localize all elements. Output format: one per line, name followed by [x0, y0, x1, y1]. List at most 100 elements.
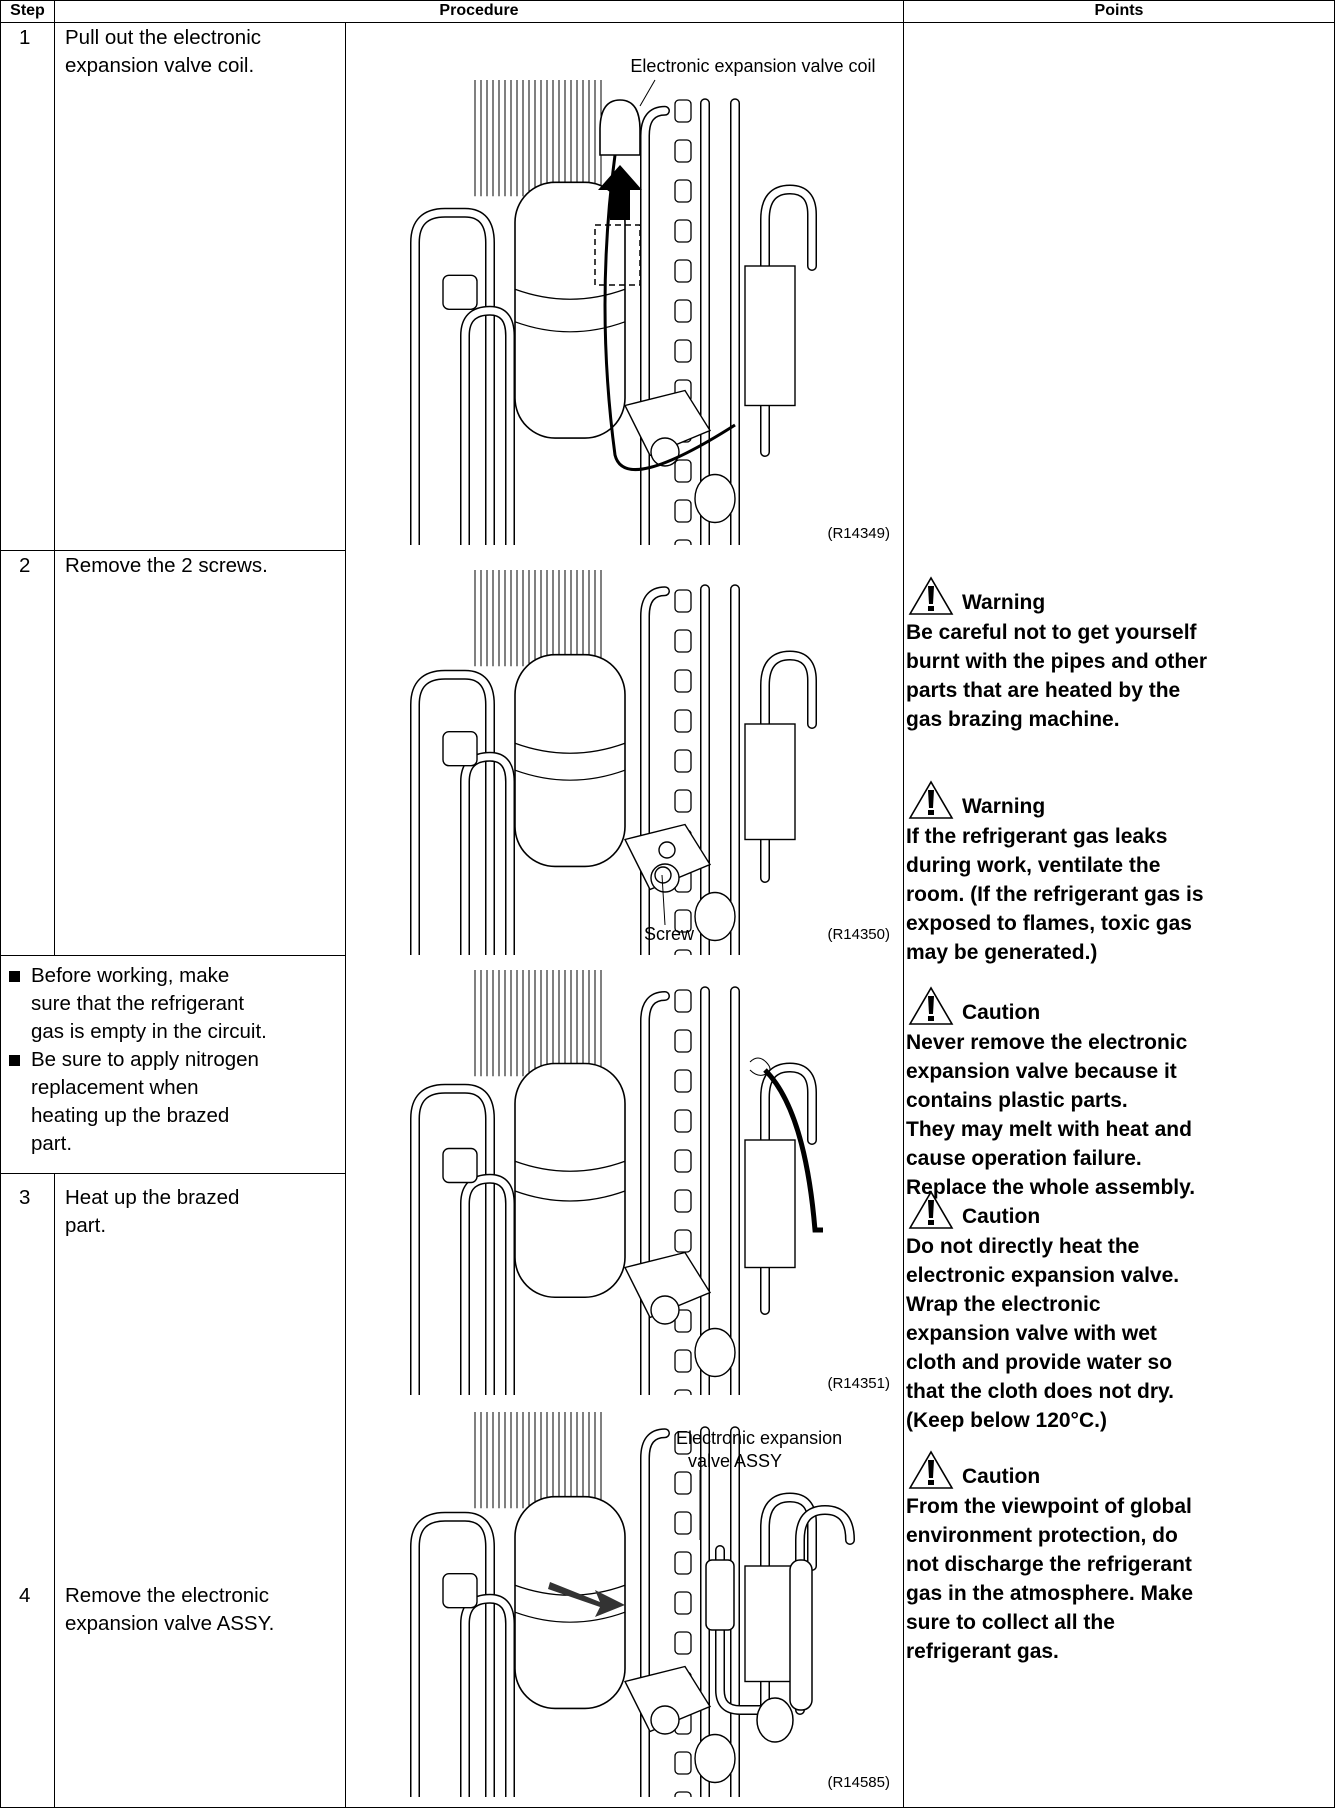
- point-text: not discharge the refrigerant: [906, 1553, 1192, 1576]
- insulation: [744, 723, 796, 841]
- figure-code: (R14351): [827, 1375, 890, 1392]
- pipe: [461, 1595, 514, 1797]
- fitting: [674, 139, 692, 163]
- fitting: [674, 1149, 692, 1173]
- warning-icon: [908, 1190, 954, 1229]
- point-label: Warning: [962, 591, 1046, 614]
- fitting: [674, 1551, 692, 1575]
- point-text: parts that are heated by the: [906, 679, 1181, 702]
- warning-icon-mark: [928, 790, 934, 815]
- compressor: [514, 1495, 626, 1710]
- step-text: Remove the electronic: [65, 1584, 269, 1607]
- figure-label: Electronic expansion valve coil: [630, 56, 875, 76]
- point-text: (Keep below 120°C.): [906, 1409, 1107, 1432]
- compressor-line: [514, 1160, 626, 1202]
- pipe: [641, 992, 669, 1395]
- pipe: [411, 209, 494, 545]
- point-text: Replace the whole assembly.: [906, 1176, 1196, 1199]
- pipe: [410, 1511, 495, 1797]
- valve: [442, 274, 478, 311]
- warning-icon-mark: [928, 1460, 934, 1485]
- warning-icon: [908, 986, 954, 1025]
- point-text: If the refrigerant gas leaks: [906, 825, 1168, 848]
- step-number: 2: [19, 554, 31, 577]
- pipe: [641, 1429, 669, 1797]
- bullet: [9, 971, 20, 982]
- step-number: 3: [19, 1186, 31, 1209]
- fitting: [674, 1791, 692, 1797]
- assy-tube: [789, 1559, 813, 1711]
- point-text: Do not directly heat the: [906, 1235, 1140, 1258]
- warning-icon: [908, 780, 954, 819]
- pipe: [461, 1175, 514, 1395]
- fitting: [674, 99, 692, 123]
- warning-icon: [908, 1450, 954, 1489]
- fitting: [674, 749, 692, 773]
- step-number: 4: [19, 1584, 31, 1607]
- point-text: electronic expansion valve.: [906, 1264, 1180, 1287]
- figure-body: [410, 1412, 817, 1797]
- compressor: [514, 181, 626, 439]
- point-text: cause operation failure.: [906, 1147, 1142, 1170]
- pipe: [461, 307, 514, 545]
- step-text: expansion valve ASSY.: [65, 1612, 275, 1635]
- warning-icon-mark: [928, 586, 934, 611]
- fitting: [674, 1751, 692, 1775]
- fitting: [674, 1229, 692, 1253]
- valve-body: [650, 1295, 680, 1325]
- point-text: environment protection, do: [906, 1524, 1178, 1547]
- figure-drawing: [410, 970, 823, 1395]
- pipe: [761, 186, 816, 456]
- figure-label: valve ASSY: [688, 1451, 782, 1471]
- figure-drawing: [410, 570, 817, 955]
- fitting: [674, 339, 692, 363]
- screw: [654, 866, 672, 884]
- fitting: [674, 909, 692, 933]
- fitting: [674, 1631, 692, 1655]
- point-label: Caution: [962, 1465, 1041, 1488]
- step-text: part.: [65, 1214, 107, 1237]
- point-text: cloth and provide water so: [906, 1351, 1173, 1374]
- fitting: [674, 589, 692, 613]
- torch: [763, 1068, 823, 1233]
- figure-body: [410, 80, 817, 545]
- point-text: contains plastic parts.: [906, 1089, 1128, 1112]
- point-text: exposed to flames, toxic gas: [906, 912, 1192, 935]
- figure-label: Electronic expansion: [676, 1428, 842, 1448]
- fitting: [674, 259, 692, 283]
- point-label: Caution: [962, 1001, 1041, 1024]
- plate: [623, 1251, 712, 1319]
- pipe: [761, 1064, 816, 1314]
- note-text: replacement when: [31, 1076, 199, 1099]
- point-text: refrigerant gas.: [906, 1640, 1059, 1663]
- points-cell: [903, 22, 1335, 1808]
- point-label: Warning: [962, 795, 1046, 818]
- fitting: [674, 1069, 692, 1093]
- leader: [639, 79, 656, 107]
- point-label: Caution: [962, 1205, 1041, 1228]
- arrow: [548, 1582, 625, 1617]
- fitting: [674, 299, 692, 323]
- pipe: [641, 107, 669, 545]
- assy-cap: [756, 1697, 794, 1743]
- pipe: [411, 1513, 494, 1797]
- warning-icon-mark: [928, 1200, 934, 1225]
- point-text: sure to collect all the: [906, 1611, 1115, 1634]
- fitting: [674, 629, 692, 653]
- step-number: 1: [19, 26, 31, 49]
- pipe: [641, 587, 669, 955]
- fitting: [674, 219, 692, 243]
- fitting: [674, 989, 692, 1013]
- fitting: [674, 1349, 692, 1373]
- point-text: Be careful not to get yourself: [906, 621, 1197, 644]
- insulation: [744, 265, 796, 407]
- insulation: [744, 1565, 796, 1683]
- figure-drawing: [410, 1412, 817, 1797]
- point-text: Wrap the electronic: [906, 1293, 1101, 1316]
- cap: [694, 1733, 736, 1784]
- fitting: [674, 1591, 692, 1615]
- pipe: [761, 652, 816, 882]
- screw: [658, 841, 676, 859]
- fitting: [674, 669, 692, 693]
